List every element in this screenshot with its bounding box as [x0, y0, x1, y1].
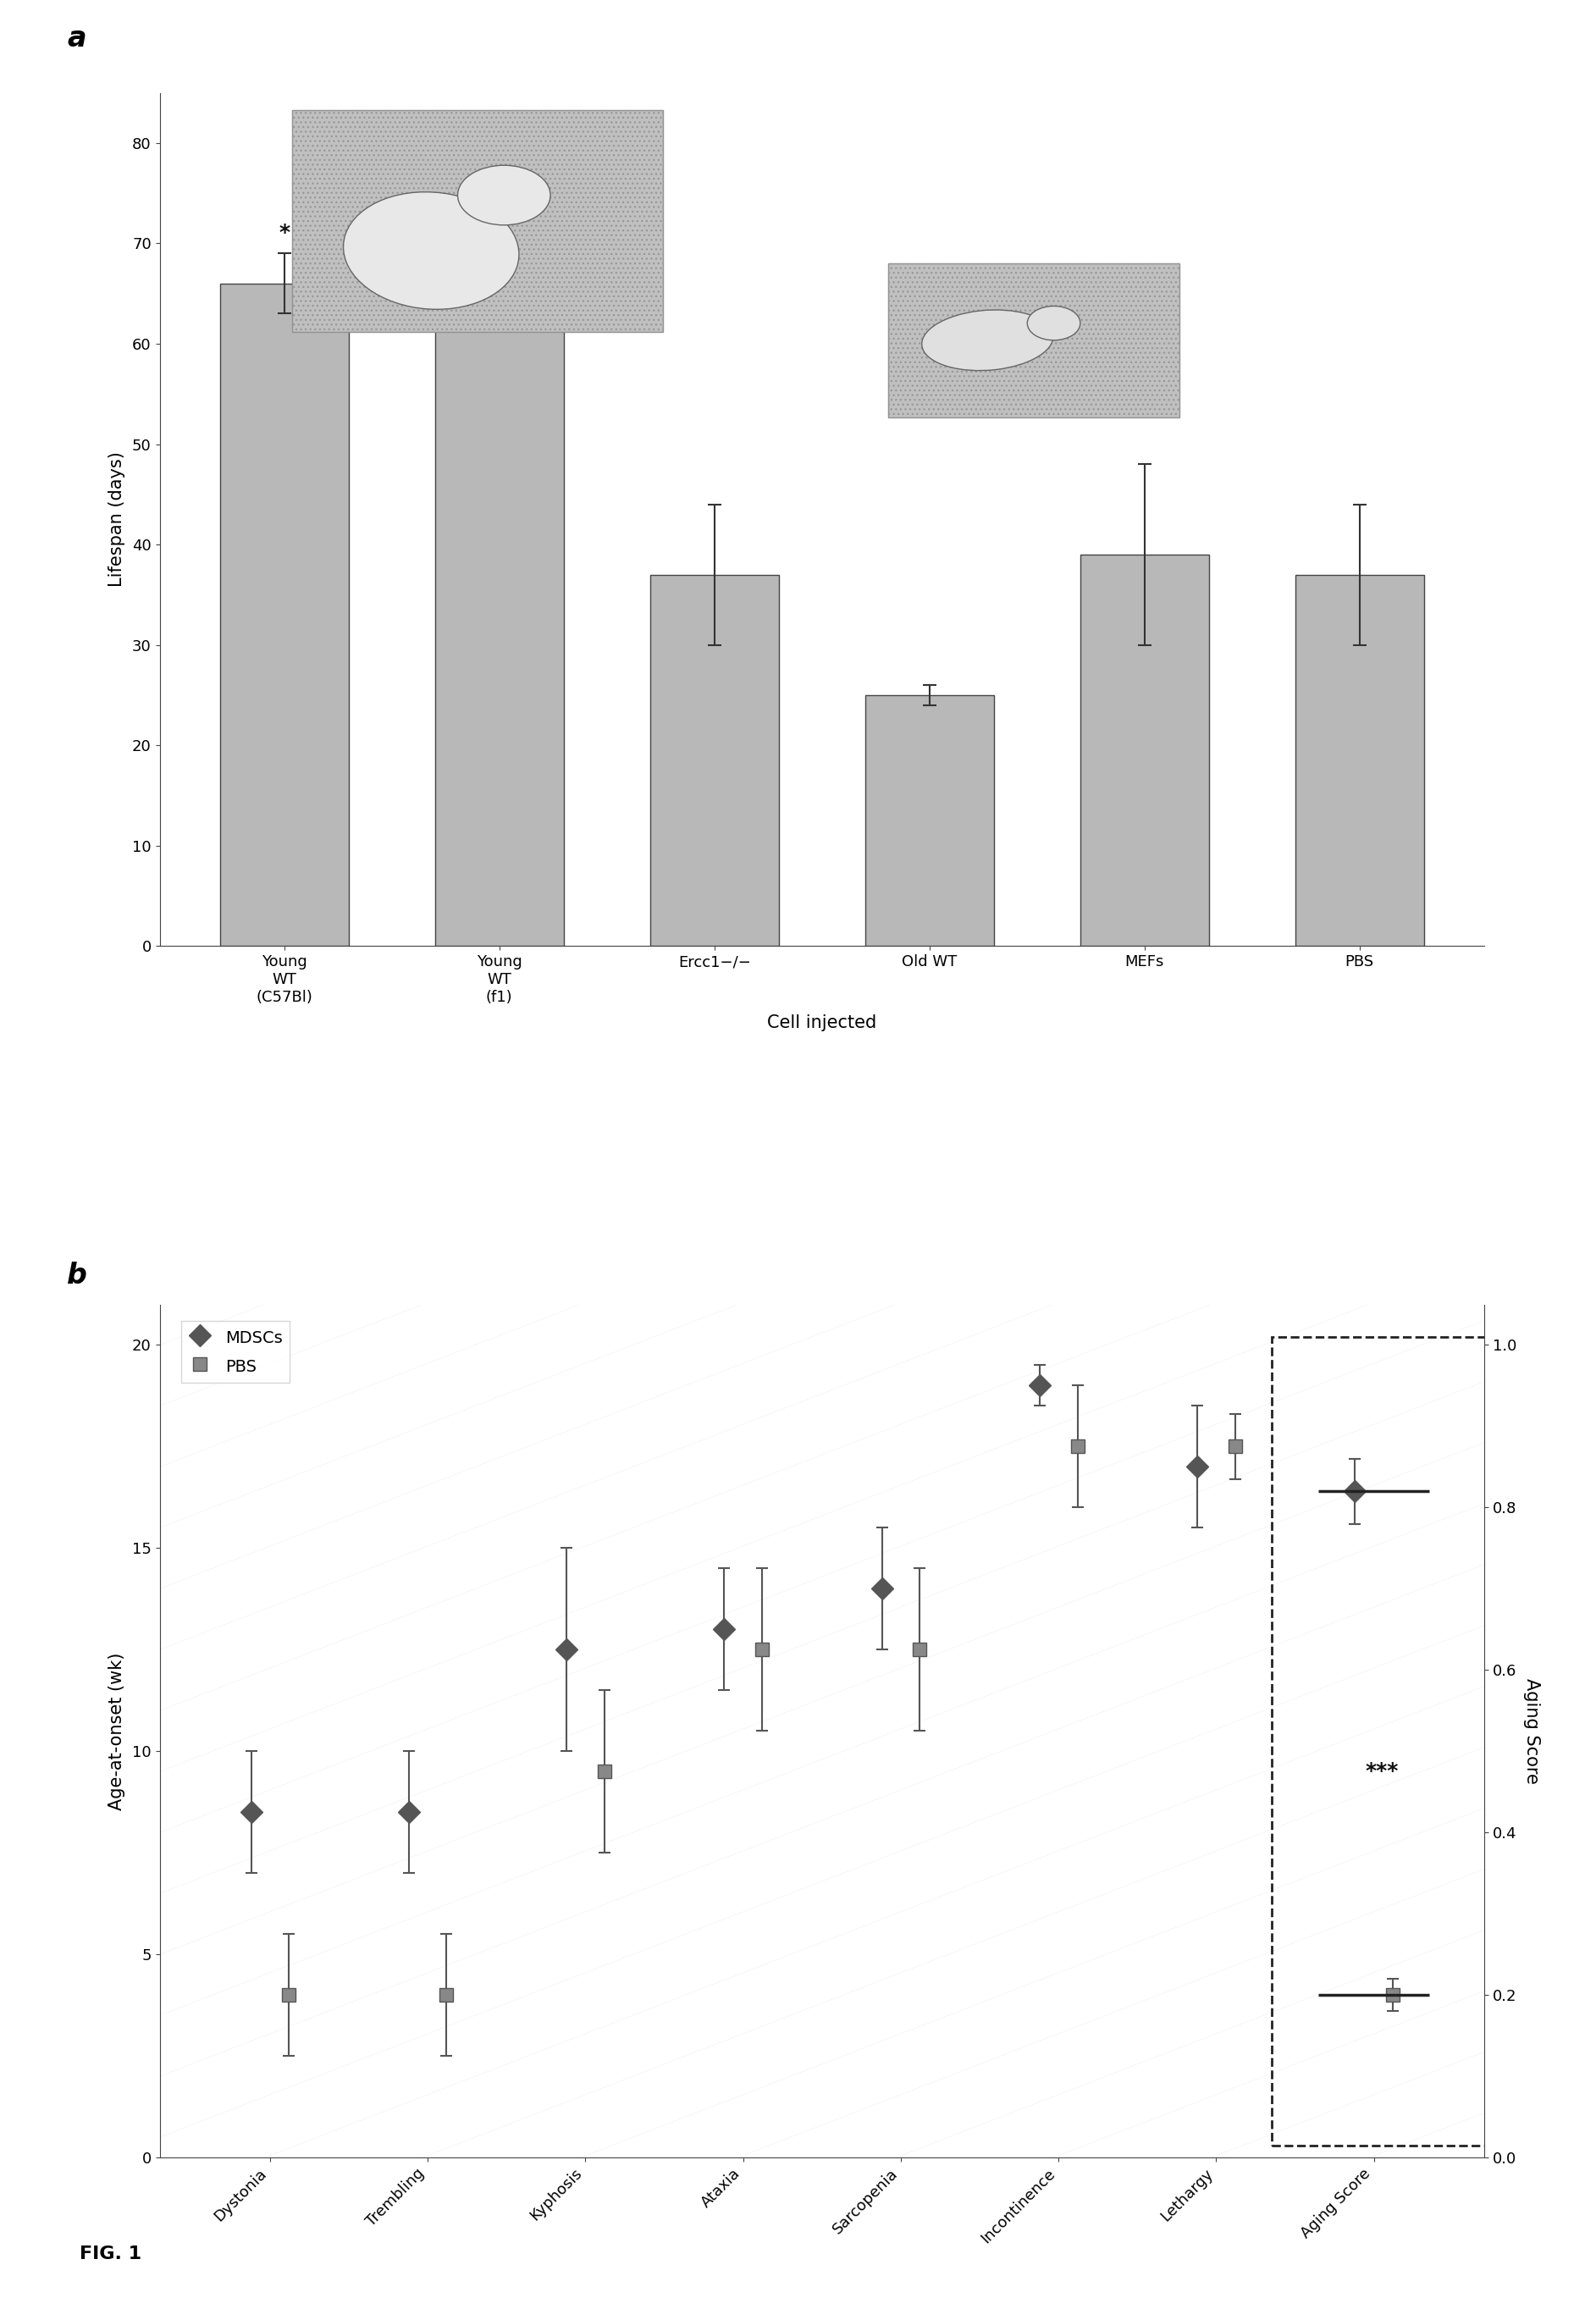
X-axis label: Cell injected: Cell injected [768, 1014, 876, 1030]
Y-axis label: Lifespan (days): Lifespan (days) [109, 452, 124, 587]
FancyBboxPatch shape [889, 264, 1179, 418]
FancyBboxPatch shape [292, 109, 662, 332]
Bar [434, 264, 563, 947]
Text: *: * [493, 193, 504, 213]
Text: b: b [67, 1262, 88, 1290]
Text: *: * [279, 223, 290, 244]
Bar [1080, 554, 1210, 947]
Y-axis label: Aging Score: Aging Score [1523, 1677, 1540, 1784]
Bar [650, 575, 779, 947]
Y-axis label: Age-at-onset (wk): Age-at-onset (wk) [109, 1652, 124, 1810]
Bar [220, 283, 350, 947]
Bar [1272, 1336, 1492, 2146]
Ellipse shape [458, 165, 551, 225]
Ellipse shape [1028, 306, 1080, 341]
Ellipse shape [922, 311, 1053, 371]
Text: FIG. 1: FIG. 1 [80, 2246, 142, 2262]
Legend: MDSCs, PBS: MDSCs, PBS [180, 1320, 289, 1383]
Text: ***: *** [1365, 1761, 1398, 1782]
Ellipse shape [343, 193, 519, 309]
Bar [865, 696, 994, 947]
Bar [1294, 575, 1424, 947]
Text: a: a [67, 26, 86, 53]
